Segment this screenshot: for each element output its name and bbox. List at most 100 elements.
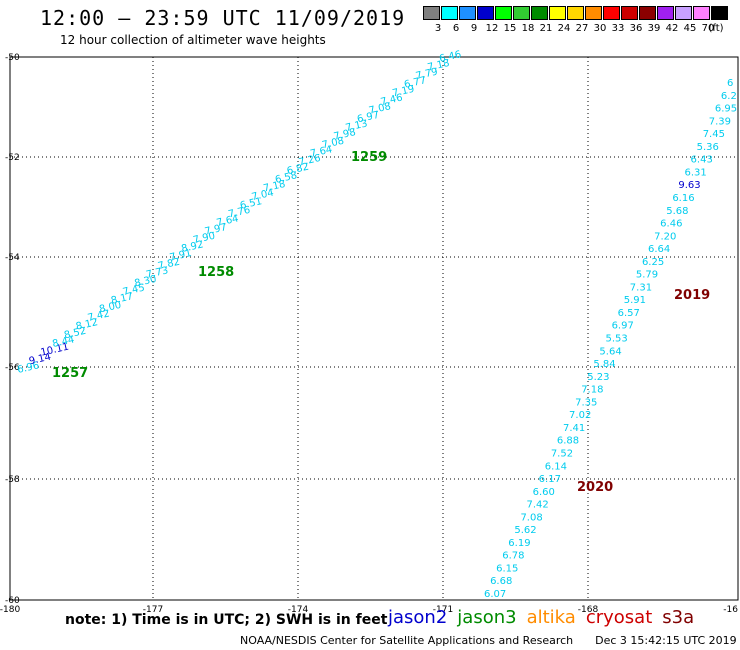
page-title: 12:00 – 23:59 UTC 11/09/2019: [40, 6, 406, 30]
wave-height-label: 6.2: [721, 91, 737, 102]
legend-label: 15: [503, 23, 517, 34]
legend-swatch: [549, 6, 566, 20]
satellite-legend: jason2 jason3 altika cryosat s3a: [388, 607, 704, 628]
y-tick-label: -60: [5, 596, 20, 606]
time-label: 1258: [198, 265, 234, 280]
wave-height-label: 7.04: [251, 188, 275, 204]
wave-height-label: 7.97: [204, 222, 228, 238]
wave-height-label: 6.43: [691, 155, 713, 166]
legend-label: 45: [683, 23, 697, 34]
legend-swatch: [711, 6, 728, 20]
legend-label: 42: [665, 23, 679, 34]
wave-height-label: 6.46: [438, 49, 462, 65]
legend-label: 30: [593, 23, 607, 34]
legend-swatch: [567, 6, 584, 20]
wave-height-label: 6.68: [490, 576, 512, 587]
y-tick-label: -52: [5, 153, 20, 163]
wave-height-label: 6.51: [239, 196, 263, 212]
wave-height-label: 6.82: [286, 162, 310, 178]
wave-height-label: 8.17: [110, 291, 134, 307]
legend-label: 27: [575, 23, 589, 34]
wave-height-label: 5.62: [514, 525, 536, 536]
wave-height-label: 6.60: [533, 487, 555, 498]
wave-height-label: 6.95: [715, 104, 737, 115]
wave-height-label: 6.46: [660, 219, 682, 230]
time-label: 1259: [351, 150, 387, 165]
wave-height-label: 7.08: [520, 512, 542, 523]
time-label: 2020: [577, 480, 613, 495]
legend-swatch: [495, 6, 512, 20]
wave-height-label: 7.18: [427, 58, 451, 74]
wave-height-label: 7.45: [703, 129, 725, 140]
legend-label: 18: [521, 23, 535, 34]
satellite-name: altika: [526, 607, 576, 628]
y-tick-label: -54: [5, 253, 20, 263]
wave-height-label: 6.78: [502, 551, 524, 562]
legend-swatch: [639, 6, 656, 20]
legend-label: 36: [629, 23, 643, 34]
page-subtitle: 12 hour collection of altimeter wave hei…: [60, 33, 326, 47]
legend-swatch: [693, 6, 710, 20]
wave-height-label: 7.90: [192, 231, 216, 247]
wave-height-label: 7.42: [87, 308, 111, 324]
wave-height-label: 6.19: [508, 538, 530, 549]
map-frame: [9, 56, 739, 601]
wave-height-label: 8.92: [180, 239, 204, 255]
legend-label: 33: [611, 23, 625, 34]
credit-line: NOAA/NESDIS Center for Satellite Applica…: [240, 634, 737, 647]
x-tick-label: -171: [433, 605, 453, 615]
wave-height-label: 6.58: [274, 170, 298, 186]
wave-height-label: 5.91: [624, 295, 646, 306]
wave-height-label: 6.15: [496, 563, 518, 574]
wave-height-label: 7.08: [368, 101, 392, 117]
wave-height-label: 7.41: [563, 423, 585, 434]
legend-swatch: [477, 6, 494, 20]
wave-height-label: 7.02: [569, 410, 591, 421]
x-tick-label: -177: [143, 605, 163, 615]
wave-height-label: 8.30: [133, 274, 157, 290]
legend-label: 24: [557, 23, 571, 34]
wave-height-label: 7.13: [344, 118, 368, 134]
wave-height-label: 5.84: [593, 359, 615, 370]
wave-height-label: 6.07: [484, 589, 506, 600]
wave-height-label: 7.42: [527, 500, 549, 511]
wave-height-label: 6.96: [16, 360, 40, 376]
wave-height-label: 9.63: [678, 180, 700, 191]
wave-height-label: 7.45: [122, 283, 146, 299]
wave-height-label: 8.44: [51, 334, 75, 350]
time-label: 2019: [674, 288, 710, 303]
credit-text: NOAA/NESDIS Center for Satellite Applica…: [240, 634, 574, 647]
wave-height-label: 7.46: [380, 92, 404, 108]
wave-height-label: 7.19: [391, 84, 415, 100]
legend-label: 9: [470, 23, 478, 34]
x-tick-label: -174: [288, 605, 309, 615]
legend-unit: (ft): [708, 23, 724, 34]
legend-swatch: [513, 6, 530, 20]
time-label: 1257: [52, 366, 88, 381]
legend-swatch: [585, 6, 602, 20]
wave-height-label: 7.20: [654, 231, 676, 242]
x-tick-label: -180: [0, 605, 20, 615]
wave-height-label: 7.73: [145, 265, 169, 281]
wave-height-label: 7.79: [415, 67, 439, 83]
satellite-name: s3a: [662, 607, 695, 628]
wave-height-label: 7.64: [309, 144, 333, 160]
x-tick-label: -16: [723, 605, 738, 615]
wave-height-label: 7.35: [575, 397, 597, 408]
wave-height-label: 7.91: [169, 248, 193, 264]
wave-height-label: 7.31: [630, 282, 652, 293]
legend-swatch: [603, 6, 620, 20]
legend-label: 3: [434, 23, 442, 34]
legend-swatch: [657, 6, 674, 20]
wave-height-label: 7.82: [157, 257, 181, 273]
wave-height-label: 6.97: [612, 321, 634, 332]
wave-height-label: 6.64: [648, 244, 670, 255]
y-tick-label: -58: [5, 475, 20, 485]
wave-height-label: 6.14: [545, 461, 567, 472]
legend-label: 12: [485, 23, 499, 34]
legend-label: 21: [539, 23, 553, 34]
wave-height-label: 5.68: [666, 206, 688, 217]
wave-height-label: 6.31: [684, 167, 706, 178]
timestamp: Dec 3 15:42:15 UTC 2019: [595, 634, 737, 647]
